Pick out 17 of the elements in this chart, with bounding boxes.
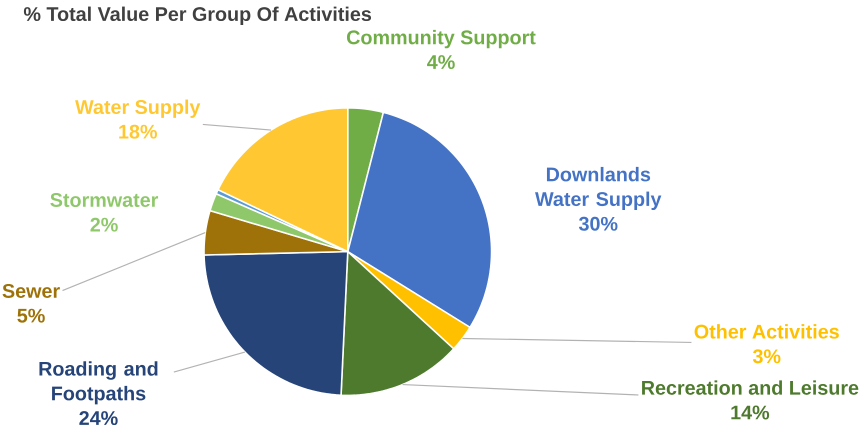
data-label: 3% bbox=[752, 349, 780, 364]
slice-label: Stormwater bbox=[50, 193, 158, 207]
data-label: 14% bbox=[731, 406, 770, 420]
data-label: 2% bbox=[90, 218, 118, 232]
data-label: 18% bbox=[119, 124, 157, 139]
chart-title: % Total Value Per Group Of Activities bbox=[24, 6, 372, 25]
data-label: 30% bbox=[578, 216, 618, 231]
data-label: 24% bbox=[79, 411, 118, 426]
slice-label: Community Support bbox=[346, 30, 536, 48]
data-label: 4% bbox=[427, 55, 455, 70]
data-label: 5% bbox=[17, 308, 45, 323]
slice-label: Downlands Water Supply bbox=[535, 166, 662, 210]
slice-label: Water Supply bbox=[75, 100, 200, 118]
slice-label: Recreation and Leisure bbox=[642, 380, 858, 395]
slice-label: Sewer bbox=[2, 284, 60, 298]
slice-label: Other Activities bbox=[694, 324, 839, 339]
slice-label: Roading and Footpaths bbox=[39, 361, 158, 404]
